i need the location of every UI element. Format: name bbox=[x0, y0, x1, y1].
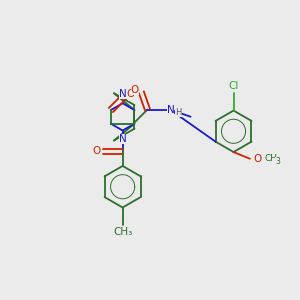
Text: O: O bbox=[93, 146, 101, 156]
Text: O: O bbox=[131, 85, 139, 95]
Text: H: H bbox=[175, 108, 182, 117]
Text: O: O bbox=[254, 154, 262, 164]
Text: O: O bbox=[126, 89, 135, 99]
Text: CH₃: CH₃ bbox=[113, 226, 132, 237]
Text: N: N bbox=[119, 134, 127, 144]
Text: N: N bbox=[167, 104, 174, 115]
Text: 3: 3 bbox=[275, 157, 280, 166]
Text: Cl: Cl bbox=[228, 82, 239, 92]
Text: N: N bbox=[119, 89, 127, 99]
Text: H: H bbox=[128, 92, 134, 101]
Text: CH: CH bbox=[265, 154, 278, 163]
